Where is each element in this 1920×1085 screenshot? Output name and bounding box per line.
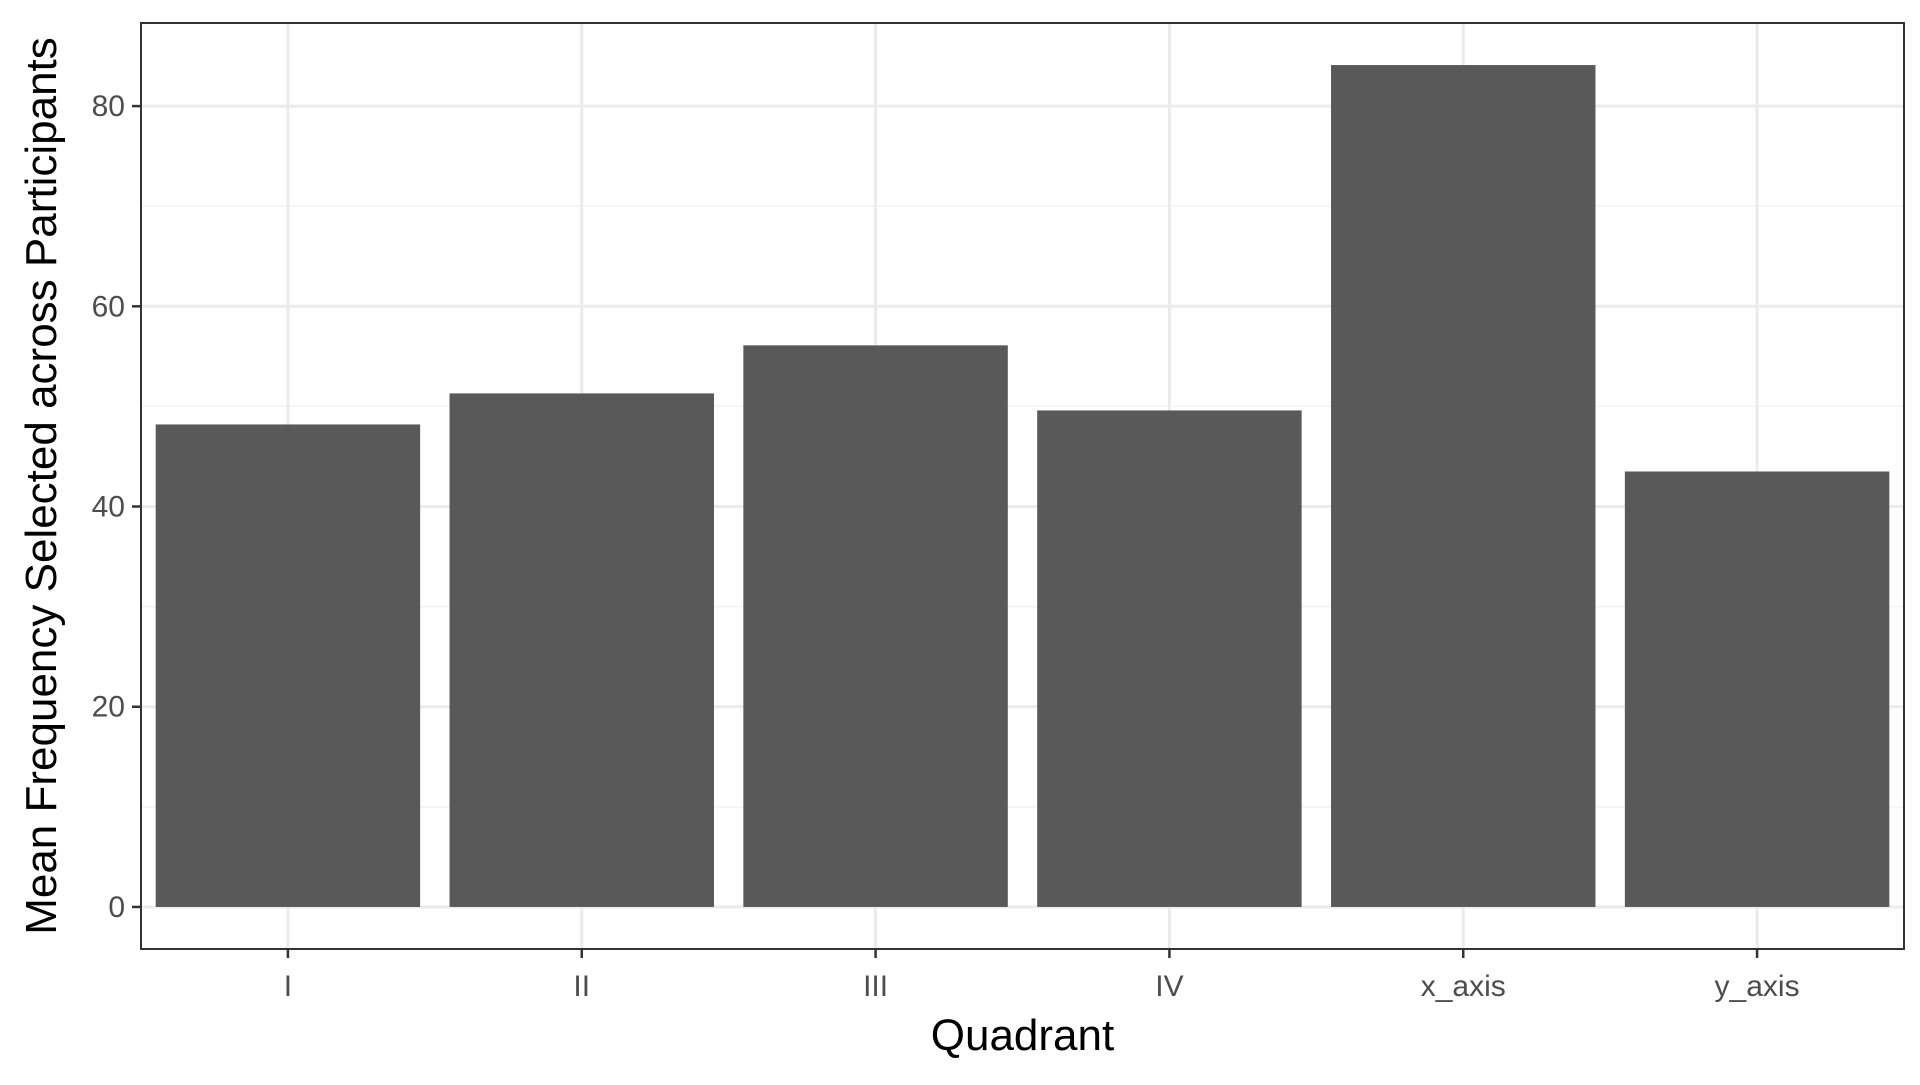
- bar-II: [449, 393, 714, 907]
- y-tick-label: 80: [92, 90, 125, 123]
- bar-IV: [1037, 410, 1302, 907]
- y-tick-label: 20: [92, 691, 125, 724]
- x-tick-label: I: [284, 970, 292, 1003]
- x-tick-label: y_axis: [1715, 970, 1800, 1003]
- bar-y_axis: [1624, 471, 1890, 907]
- bar-III: [743, 345, 1008, 907]
- x-tick-label: IV: [1155, 970, 1183, 1003]
- x-tick-label: III: [863, 970, 888, 1003]
- y-axis-title: Mean Frequency Selected across Participa…: [17, 37, 66, 935]
- y-tick-label: 0: [108, 891, 125, 924]
- y-tick-label: 60: [92, 290, 125, 323]
- x-axis-title: Quadrant: [931, 1011, 1114, 1060]
- bar-I: [155, 424, 421, 907]
- bar-x_axis: [1331, 65, 1596, 907]
- y-tick-label: 40: [92, 491, 125, 524]
- x-tick-label: x_axis: [1421, 970, 1506, 1003]
- panel-border: [140, 22, 1905, 950]
- x-tick-label: II: [573, 970, 590, 1003]
